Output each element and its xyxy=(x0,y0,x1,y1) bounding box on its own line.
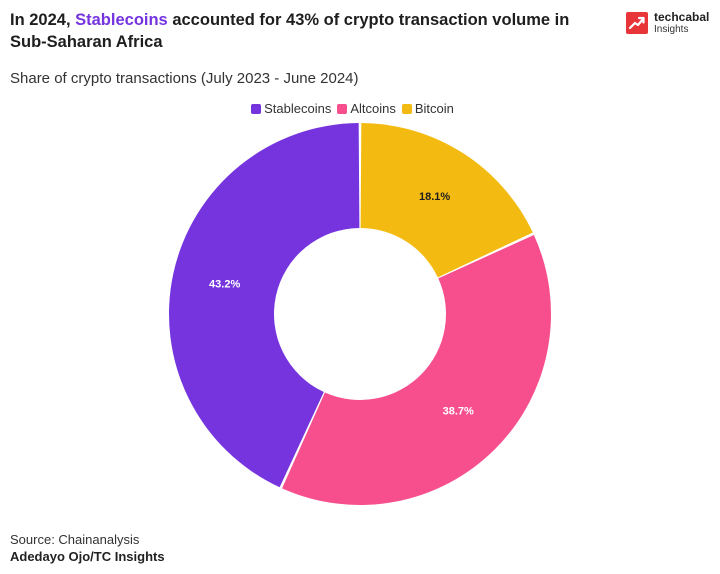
title-suffix: accounted for 43% of crypto transaction … xyxy=(10,11,570,51)
author-credit: Adedayo Ojo/TC Insights xyxy=(10,549,165,564)
legend-label: Altcoins xyxy=(350,101,396,116)
legend-swatch xyxy=(337,104,348,114)
legend-label: Bitcoin xyxy=(414,101,454,116)
brand-name: techcabal xyxy=(654,10,710,24)
chart-subtitle: Share of crypto transactions (July 2023 … xyxy=(10,70,359,87)
slice-stablecoins xyxy=(168,123,360,488)
title-prefix: In 2024, xyxy=(10,11,76,29)
slice-label-altcoins: 38.7% xyxy=(443,406,474,418)
slice-altcoins xyxy=(282,234,551,506)
legend-item-bitcoin: Bitcoin xyxy=(401,101,454,117)
chart-legend: Stablecoins Altcoins Bitcoin xyxy=(0,101,705,117)
legend-swatch xyxy=(251,104,262,114)
slice-bitcoin xyxy=(360,123,533,278)
legend-item-altcoins: Altcoins xyxy=(337,101,396,117)
legend-item-stablecoins: Stablecoins xyxy=(251,101,331,117)
source-note: Source: Chainanalysis xyxy=(10,532,140,547)
chart-title: In 2024, Stablecoins accounted for 43% o… xyxy=(10,9,590,53)
slice-label-bitcoin: 18.1% xyxy=(419,191,450,203)
brand-sub: Insights xyxy=(654,24,689,35)
trend-arrow-icon xyxy=(626,12,648,34)
techcabal-logo: techcabal Insights xyxy=(626,10,716,36)
legend-swatch xyxy=(401,104,412,114)
title-highlight: Stablecoins xyxy=(75,11,168,29)
legend-label: Stablecoins xyxy=(264,101,332,116)
slice-label-stablecoins: 43.2% xyxy=(209,279,240,291)
